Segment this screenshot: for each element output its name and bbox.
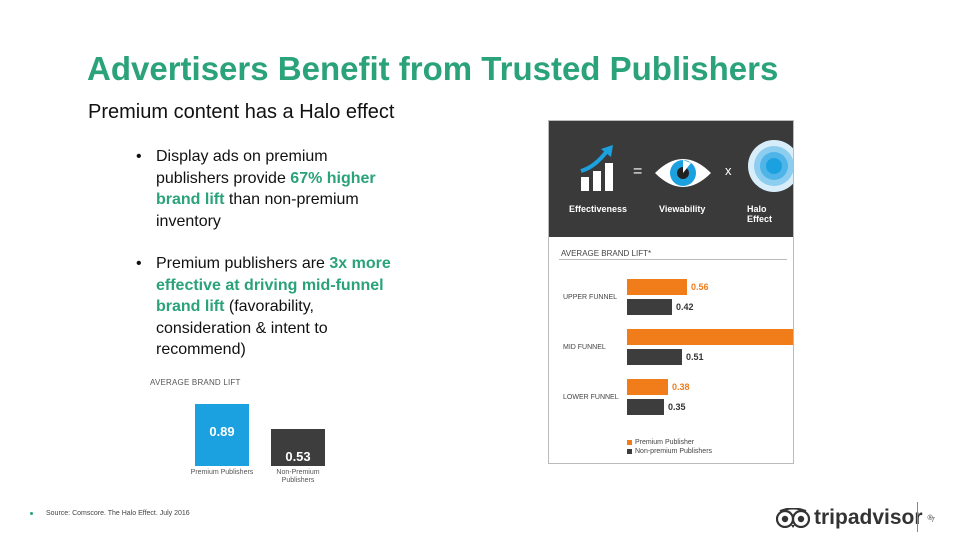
chart-title: AVERAGE BRAND LIFT [150, 378, 241, 387]
effectiveness-icon [580, 145, 613, 191]
owl-icon [776, 508, 810, 528]
data-label: 0.51 [686, 352, 704, 362]
bullet-dot: • [136, 255, 142, 272]
category-label: LOWER FUNNEL [563, 394, 619, 401]
category-label: MID FUNNEL [563, 344, 606, 351]
effectiveness-label: Effectiveness [569, 204, 628, 214]
bullet-text: Display ads on premium publishers provid… [156, 148, 328, 187]
bullet-item-mid-funnel: • Premium publishers are 3x more effecti… [136, 253, 396, 361]
legend-label: Non-premium Publishers [635, 448, 713, 455]
brand-lift-chart-title: AVERAGE BRAND LIFT* [561, 249, 652, 258]
bullet-text: Premium publishers are [156, 255, 330, 272]
bar [627, 329, 793, 345]
bullet-list: • Display ads on premium publishers prov… [136, 146, 396, 382]
bar [627, 279, 687, 295]
halo-icon [748, 140, 793, 192]
bar: 0.53 [271, 429, 325, 466]
legend-item-non-premium: Non-premium Publishers [627, 447, 712, 456]
data-label: 0.53 [285, 449, 311, 464]
data-label: 0.56 [691, 282, 709, 292]
bar: 0.89 [195, 404, 249, 466]
bar [627, 299, 672, 315]
data-label: 0.38 [672, 382, 690, 392]
eye-icon [655, 159, 711, 187]
legend-item-premium: Premium Publisher [627, 438, 712, 447]
footer-divider [917, 502, 918, 532]
bar [627, 349, 682, 365]
halo-effect-infographic: = x Effectiveness Viewability Halo Effec… [548, 120, 794, 464]
data-label: 0.42 [676, 302, 694, 312]
chart-legend: Premium Publisher Non-premium Publishers [627, 438, 712, 456]
halo-effect-label: Halo Effect [747, 204, 773, 224]
registered-mark: ® [927, 514, 933, 522]
equation-panel: = x Effectiveness Viewability Halo Effec… [549, 121, 793, 237]
bullet-text: (favorability, consideration & intent to… [156, 298, 328, 358]
legend-label: Premium Publisher [635, 439, 695, 446]
legend-swatch [627, 448, 632, 454]
footer-marker [30, 512, 33, 515]
slide-subtitle: Premium content has a Halo effect [88, 101, 395, 123]
bullet-dot: • [136, 148, 142, 165]
bullet-item-premium-lift: • Display ads on premium publishers prov… [136, 146, 396, 232]
bullet-text: than non-premium inventory [156, 191, 359, 230]
equals-sign: = [633, 163, 643, 180]
times-sign: x [725, 163, 732, 178]
legend-swatch [627, 439, 632, 445]
category-label: Non-Premium Publishers [276, 469, 320, 484]
source-citation: Source: Comscore. The Halo Effect. July … [46, 510, 190, 517]
bullet-highlight: 3x more effective at driving mid-funnel … [156, 255, 391, 315]
data-label: 0.89 [209, 424, 235, 439]
logo-wordmark: tripadvisor [814, 506, 923, 529]
viewability-label: Viewability [659, 204, 706, 214]
divider [559, 259, 787, 260]
bar [627, 379, 668, 395]
average-brand-lift-chart: AVERAGE BRAND LIFT 0.89 Premium Publisher… [150, 372, 350, 492]
category-label: Premium Publishers [190, 469, 254, 476]
data-label: 0.35 [668, 402, 686, 412]
category-label: UPPER FUNNEL [563, 294, 618, 301]
slide-title: Advertisers Benefit from Trusted Publish… [87, 50, 779, 87]
page-number: 7 [931, 517, 935, 524]
bullet-highlight: 67% higher brand lift [156, 169, 376, 209]
tripadvisor-logo: tripadvisor ® [776, 506, 933, 530]
bar [627, 399, 664, 415]
